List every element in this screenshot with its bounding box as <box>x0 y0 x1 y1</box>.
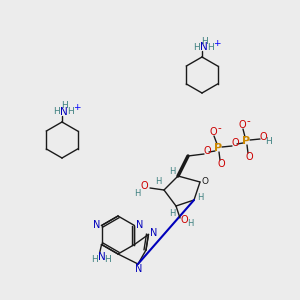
Text: N: N <box>98 251 105 262</box>
Text: -: - <box>246 116 250 126</box>
Text: +: + <box>73 103 81 112</box>
Text: H: H <box>187 220 193 229</box>
Text: H: H <box>61 101 68 110</box>
Text: H: H <box>91 255 98 264</box>
Text: H: H <box>68 107 74 116</box>
Text: H: H <box>134 188 140 197</box>
Text: O: O <box>203 146 211 156</box>
Text: H: H <box>155 178 161 187</box>
Text: H: H <box>266 137 272 146</box>
Text: O: O <box>202 176 208 185</box>
Text: H: H <box>169 167 175 176</box>
Text: O: O <box>180 215 188 225</box>
Text: N: N <box>135 264 143 274</box>
Text: O: O <box>217 159 225 169</box>
Text: O: O <box>245 152 253 162</box>
Text: H: H <box>54 107 60 116</box>
Text: H: H <box>194 43 200 52</box>
Text: O: O <box>209 127 217 137</box>
Text: H: H <box>201 37 207 46</box>
Text: O: O <box>231 138 239 148</box>
Text: N: N <box>150 227 157 238</box>
Text: N: N <box>93 220 100 230</box>
Text: H: H <box>208 43 214 52</box>
Text: +: + <box>213 38 221 47</box>
Text: -: - <box>217 123 221 133</box>
Text: O: O <box>259 132 267 142</box>
Text: P: P <box>242 136 250 146</box>
Text: O: O <box>238 120 246 130</box>
Text: H: H <box>197 194 203 202</box>
Text: N: N <box>60 107 68 117</box>
Text: N: N <box>136 220 143 230</box>
Text: O: O <box>140 181 148 191</box>
Text: P: P <box>214 143 222 153</box>
Text: H: H <box>169 209 175 218</box>
Text: H: H <box>104 255 111 264</box>
Text: N: N <box>200 42 208 52</box>
